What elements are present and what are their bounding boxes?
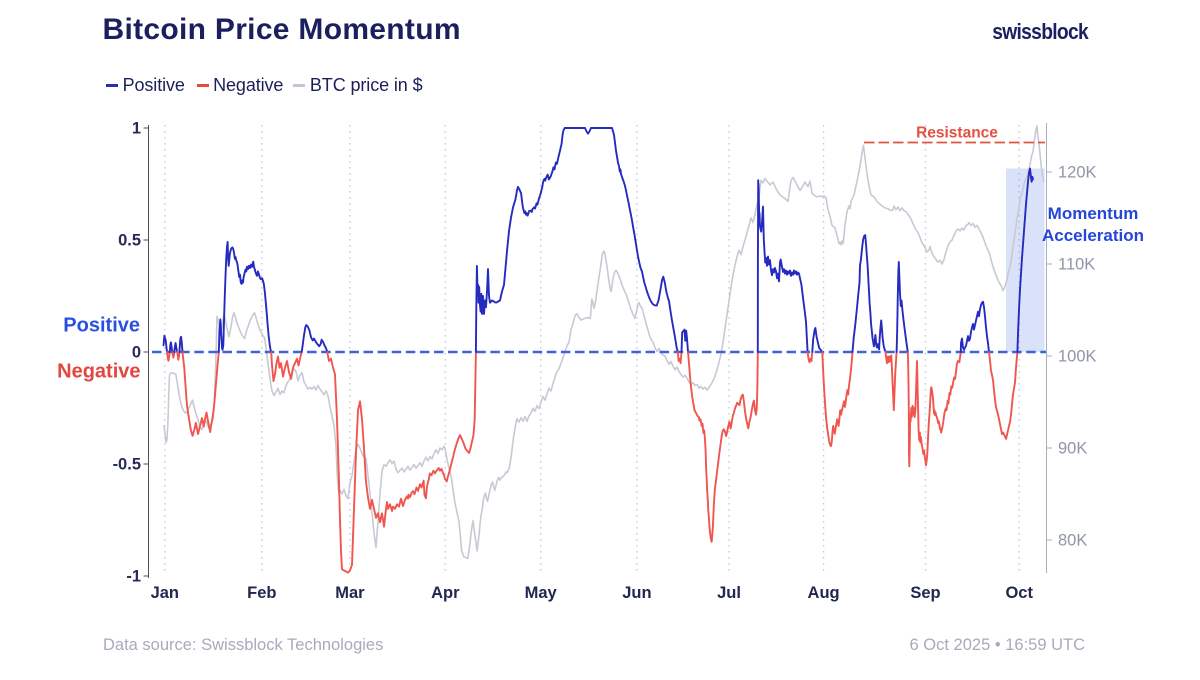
svg-text:Apr: Apr bbox=[431, 584, 460, 602]
svg-text:90K: 90K bbox=[1058, 440, 1087, 458]
svg-text:Momentum: Momentum bbox=[1048, 204, 1139, 223]
svg-text:Jul: Jul bbox=[717, 584, 741, 602]
svg-text:Jan: Jan bbox=[151, 584, 179, 602]
svg-text:Acceleration: Acceleration bbox=[1042, 226, 1144, 245]
svg-text:Sep: Sep bbox=[910, 584, 940, 602]
svg-text:120K: 120K bbox=[1058, 164, 1097, 182]
svg-text:Negative: Negative bbox=[57, 361, 140, 383]
svg-text:May: May bbox=[525, 584, 558, 602]
svg-text:0: 0 bbox=[132, 344, 141, 362]
svg-text:Oct: Oct bbox=[1005, 584, 1033, 602]
svg-text:1: 1 bbox=[132, 120, 141, 138]
svg-text:110K: 110K bbox=[1058, 256, 1095, 274]
svg-text:Mar: Mar bbox=[335, 584, 365, 602]
svg-text:0.5: 0.5 bbox=[118, 232, 141, 250]
svg-text:Jun: Jun bbox=[622, 584, 651, 602]
svg-text:80K: 80K bbox=[1058, 532, 1087, 550]
svg-text:100K: 100K bbox=[1058, 348, 1097, 366]
svg-text:-1: -1 bbox=[126, 568, 141, 586]
svg-text:Aug: Aug bbox=[808, 584, 840, 602]
svg-text:Resistance: Resistance bbox=[916, 125, 998, 142]
svg-text:Feb: Feb bbox=[247, 584, 276, 602]
svg-text:-0.5: -0.5 bbox=[113, 456, 141, 474]
svg-text:Positive: Positive bbox=[63, 315, 140, 337]
